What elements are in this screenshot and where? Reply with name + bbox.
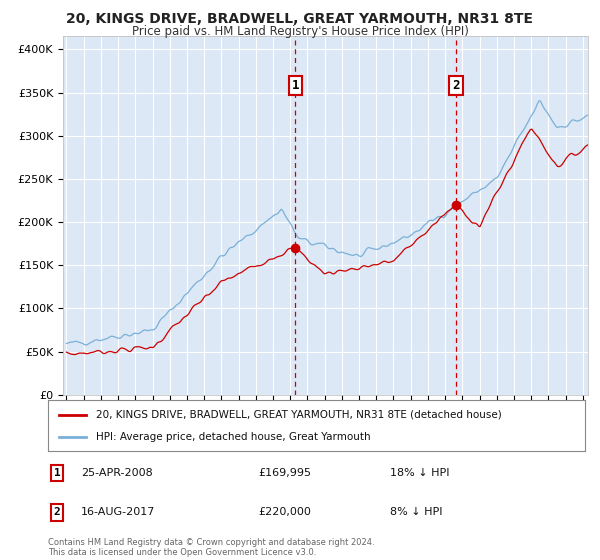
Text: HPI: Average price, detached house, Great Yarmouth: HPI: Average price, detached house, Grea… — [97, 432, 371, 442]
Text: £169,995: £169,995 — [258, 468, 311, 478]
Text: 2: 2 — [53, 507, 61, 517]
Text: Contains HM Land Registry data © Crown copyright and database right 2024.
This d: Contains HM Land Registry data © Crown c… — [48, 538, 374, 557]
Text: 18% ↓ HPI: 18% ↓ HPI — [390, 468, 449, 478]
Text: 8% ↓ HPI: 8% ↓ HPI — [390, 507, 443, 517]
Text: 20, KINGS DRIVE, BRADWELL, GREAT YARMOUTH, NR31 8TE (detached house): 20, KINGS DRIVE, BRADWELL, GREAT YARMOUT… — [97, 409, 502, 419]
Text: 1: 1 — [292, 79, 299, 92]
Text: Price paid vs. HM Land Registry's House Price Index (HPI): Price paid vs. HM Land Registry's House … — [131, 25, 469, 38]
Text: 20, KINGS DRIVE, BRADWELL, GREAT YARMOUTH, NR31 8TE: 20, KINGS DRIVE, BRADWELL, GREAT YARMOUT… — [67, 12, 533, 26]
Text: 2: 2 — [452, 79, 460, 92]
Text: £220,000: £220,000 — [258, 507, 311, 517]
Text: 1: 1 — [53, 468, 61, 478]
Text: 16-AUG-2017: 16-AUG-2017 — [81, 507, 155, 517]
Text: 25-APR-2008: 25-APR-2008 — [81, 468, 153, 478]
